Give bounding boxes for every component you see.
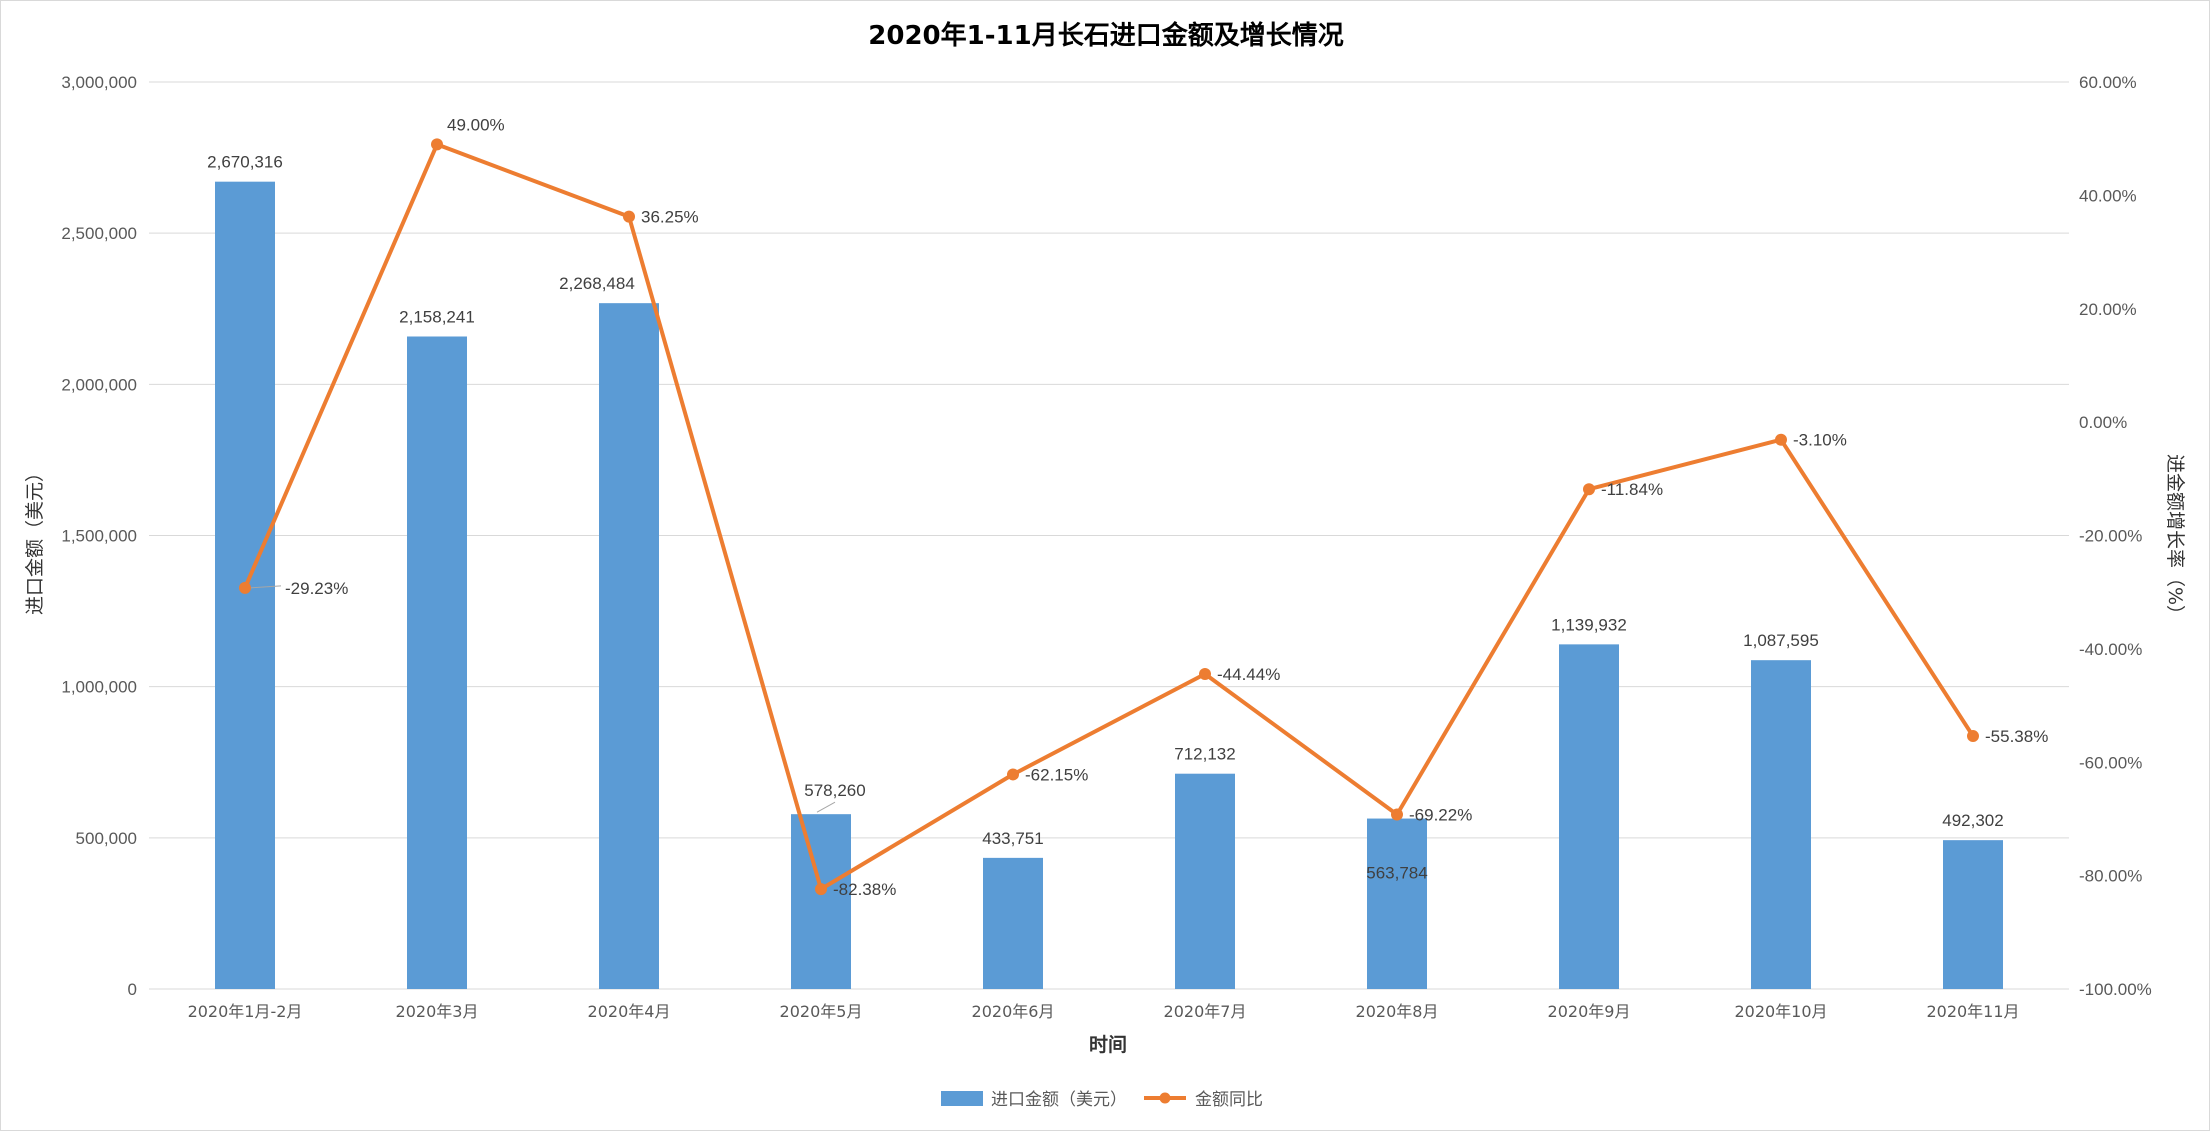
line-data-label: 36.25% [641, 208, 699, 227]
line-point [239, 581, 251, 594]
legend-marker-line [1159, 1092, 1171, 1104]
y2-tick-label: -100.00% [2079, 980, 2152, 999]
line-data-label: -69.22% [1409, 806, 1472, 825]
x-tick-label: 2020年1月-2月 [188, 1002, 303, 1021]
bar [791, 814, 851, 989]
line-point [1775, 433, 1787, 446]
bar [1751, 660, 1811, 989]
bar-data-label: 2,158,241 [399, 307, 475, 326]
bar-data-label: 433,751 [982, 829, 1043, 848]
x-tick-label: 2020年4月 [588, 1002, 671, 1021]
y2-tick-label: -40.00% [2079, 640, 2142, 659]
x-tick-label: 2020年10月 [1734, 1002, 1827, 1021]
y2-tick-label: -60.00% [2079, 753, 2142, 772]
bar [1559, 644, 1619, 989]
line-point [1391, 808, 1403, 821]
y2-tick-label: 40.00% [2079, 186, 2137, 205]
line-point [1583, 483, 1595, 496]
line-data-label: -62.15% [1025, 765, 1088, 784]
x-tick-label: 2020年6月 [972, 1002, 1055, 1021]
chart-title: 2020年1-11月长石进口金额及增长情况 [868, 20, 1343, 51]
bar [1175, 773, 1235, 989]
y-tick-label: 3,000,000 [61, 73, 137, 92]
series-line [243, 142, 1975, 892]
x-tick-label: 2020年3月 [396, 1002, 479, 1021]
bar-series [215, 181, 2003, 990]
legend-label-bar: 进口金额（美元） [991, 1090, 1127, 1110]
data-labels: 2,670,316 2,158,241 2,268,484 578,260 433,75… [207, 115, 2048, 899]
left-axis-title: 进口金额（美元） [24, 463, 46, 615]
bar [983, 857, 1043, 989]
right-axis-title: 进金额增长率（%） [2164, 454, 2186, 624]
bar-data-label: 1,139,932 [1551, 615, 1627, 634]
x-tick-label: 2020年9月 [1548, 1002, 1631, 1021]
bar [599, 303, 659, 989]
line-data-label: -82.38% [833, 880, 896, 899]
line-data-label: -55.38% [1985, 727, 2048, 746]
bar [407, 336, 467, 989]
bar [1943, 840, 2003, 989]
x-tick-label: 2020年7月 [1164, 1002, 1247, 1021]
bar [1367, 818, 1427, 989]
y-tick-label: 500,000 [76, 829, 137, 848]
y2-tick-label: 60.00% [2079, 73, 2137, 92]
y2-tick-label: -20.00% [2079, 527, 2142, 546]
line-data-label: -29.23% [285, 579, 348, 598]
x-axis-title: 时间 [1089, 1034, 1127, 1056]
line-point [431, 138, 443, 151]
right-axis-ticks: -100.00% -80.00% -60.00% -40.00% -20.00% 0.00… [2079, 73, 2152, 999]
line-data-label: -3.10% [1793, 431, 1847, 450]
bar-data-label: 563,784 [1366, 864, 1427, 883]
bar-data-label: 2,268,484 [559, 274, 635, 293]
legend: 进口金额（美元） 金额同比 [941, 1090, 1263, 1110]
line-point [623, 210, 635, 223]
x-tick-label: 2020年8月 [1356, 1002, 1439, 1021]
y-tick-label: 0 [128, 980, 137, 999]
line-point [1007, 768, 1019, 781]
leader-line [250, 585, 282, 589]
x-tick-label: 2020年11月 [1926, 1002, 2019, 1021]
y-tick-label: 1,500,000 [61, 527, 137, 546]
bar-data-label: 1,087,595 [1743, 631, 1819, 650]
legend-label-line: 金额同比 [1195, 1090, 1263, 1110]
bar-data-label: 578,260 [804, 781, 865, 800]
y-tick-label: 1,000,000 [61, 678, 137, 697]
bar-data-label: 2,670,316 [207, 153, 283, 172]
line-data-label: -11.84% [1601, 480, 1663, 499]
y2-tick-label: 0.00% [2079, 413, 2127, 432]
legend-swatch-bar [941, 1091, 983, 1106]
gridlines [149, 81, 2069, 990]
line-data-label: 49.00% [447, 115, 505, 134]
y-tick-label: 2,000,000 [61, 375, 137, 394]
line-point [1967, 730, 1979, 743]
line-point [1199, 668, 1211, 681]
bar-data-label: 492,302 [1942, 811, 2003, 830]
left-axis-ticks: 0 500,000 1,000,000 1,500,000 2,000,000 2,500… [61, 73, 137, 999]
line-data-label: -44.44% [1217, 665, 1280, 684]
line-series [239, 138, 1979, 896]
y2-tick-label: 20.00% [2079, 300, 2137, 319]
line-point [815, 883, 827, 896]
y-tick-label: 2,500,000 [61, 224, 137, 243]
y2-tick-label: -80.00% [2079, 867, 2142, 886]
bar-data-label: 712,132 [1174, 745, 1235, 764]
x-tick-label: 2020年5月 [780, 1002, 863, 1021]
leader-line [816, 801, 836, 813]
category-axis-ticks: 2020年1月-2月 2020年3月 2020年4月 2020年5月 2020年6月 20… [188, 1002, 2020, 1021]
